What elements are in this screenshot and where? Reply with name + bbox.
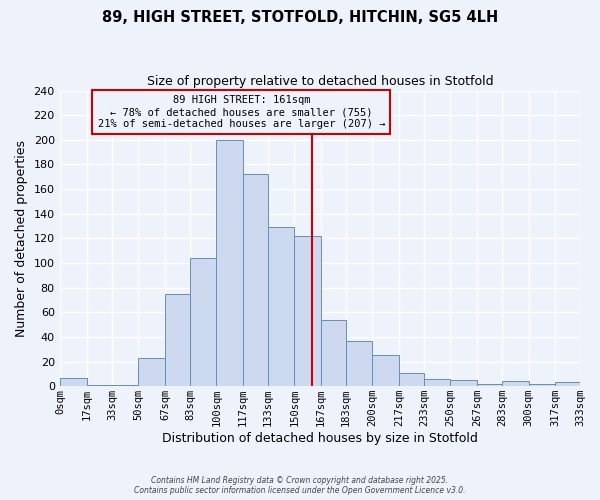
- Bar: [61, 378, 87, 386]
- Bar: [321, 320, 346, 386]
- Title: Size of property relative to detached houses in Stotfold: Size of property relative to detached ho…: [147, 75, 493, 88]
- Bar: [451, 380, 477, 386]
- Bar: [502, 381, 529, 386]
- Text: 89, HIGH STREET, STOTFOLD, HITCHIN, SG5 4LH: 89, HIGH STREET, STOTFOLD, HITCHIN, SG5 …: [102, 10, 498, 25]
- Bar: [529, 384, 555, 386]
- Bar: [243, 174, 268, 386]
- Bar: [346, 340, 373, 386]
- Bar: [424, 379, 451, 386]
- Bar: [373, 356, 399, 386]
- Bar: [190, 258, 217, 386]
- Bar: [217, 140, 243, 386]
- Bar: [295, 236, 321, 386]
- Text: Contains HM Land Registry data © Crown copyright and database right 2025.
Contai: Contains HM Land Registry data © Crown c…: [134, 476, 466, 495]
- Bar: [112, 385, 139, 386]
- Bar: [268, 228, 295, 386]
- X-axis label: Distribution of detached houses by size in Stotfold: Distribution of detached houses by size …: [162, 432, 478, 445]
- Bar: [399, 372, 424, 386]
- Bar: [477, 384, 502, 386]
- Bar: [87, 385, 112, 386]
- Bar: [165, 294, 190, 386]
- Bar: [139, 358, 165, 386]
- Bar: [555, 382, 580, 386]
- Text: 89 HIGH STREET: 161sqm
← 78% of detached houses are smaller (755)
21% of semi-de: 89 HIGH STREET: 161sqm ← 78% of detached…: [98, 96, 385, 128]
- Y-axis label: Number of detached properties: Number of detached properties: [15, 140, 28, 337]
